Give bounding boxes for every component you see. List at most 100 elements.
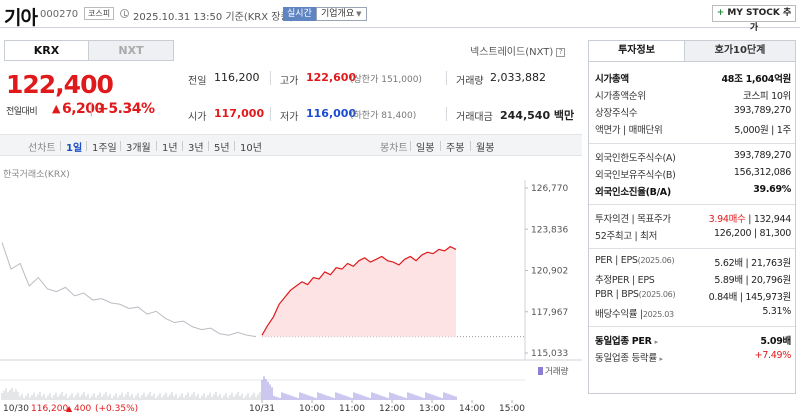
period-10y[interactable]: 10년 — [240, 143, 262, 154]
tab-invest-info[interactable]: 투자정보 — [589, 41, 684, 61]
price-change-percent: | +5.34% — [89, 101, 155, 117]
par-label: 액면가 | 매매단위 — [595, 125, 663, 136]
dividend-label: 배당수익률 | — [595, 309, 643, 320]
pbr-label: PBR | BPS — [595, 289, 639, 300]
candle-monthly[interactable]: 월봉 — [476, 143, 495, 154]
x-tick-label: 15:00 — [499, 404, 525, 414]
change-pct-value: +5.34% — [97, 101, 155, 117]
est-per-row: 추정PER | EPS 5.89배 | 20,796원 — [595, 272, 791, 286]
today-area — [262, 246, 456, 337]
mcap-row: 시가총액 48조 1,604억원 — [595, 71, 791, 85]
candle-weekly[interactable]: 주봉 — [446, 143, 465, 154]
per-label: PER | EPS — [595, 255, 638, 266]
par-value: 5,000원 | 1주 — [734, 125, 791, 136]
w52-row: 52주최고 | 최저 126,200 | 81,300 — [595, 228, 791, 242]
candle-daily[interactable]: 일봉 — [416, 143, 435, 154]
mcap-rank-label: 시가총액순위 — [595, 91, 646, 102]
foreign-hold-value: 156,312,086 — [733, 167, 791, 178]
pbr-date: (2025.06) — [638, 290, 676, 299]
add-my-stock-button[interactable]: + MY STOCK 추가 — [712, 5, 796, 33]
stock-header: 기아 000270 코스피 2025.10.31 13:50 기준(KRX 장중… — [0, 0, 800, 33]
industry-rate-row[interactable]: 동일업종 등락률 ▸ +7.49% — [595, 350, 791, 364]
w52-label: 52주최고 | 최저 — [595, 231, 658, 242]
foreign-limit-row: 외국인한도주식수(A) 393,789,270 — [595, 150, 791, 164]
pbr-label-wrap: PBR | BPS(2025.06) — [595, 289, 676, 300]
up-triangle-icon: ▲ — [52, 102, 61, 115]
period-3y[interactable]: 3년 — [188, 143, 204, 154]
divider — [234, 141, 235, 151]
period-1d[interactable]: 1일 — [66, 143, 83, 154]
dividend-date: 2025.03 — [642, 310, 674, 319]
company-overview-button[interactable]: 기업개요 ▼ — [316, 7, 367, 21]
mcap-value: 48조 1,604억원 — [721, 74, 792, 85]
period-1w[interactable]: 1주일 — [92, 143, 117, 154]
opinion-label: 투자의견 | 목표주가 — [595, 214, 671, 225]
high-label: 고가 — [280, 76, 299, 87]
est-per-value: 5.89배 | 20,796원 — [714, 275, 791, 286]
x-tick-label: 12:00 — [379, 404, 405, 414]
period-selector: 선차트 1일 1주일 3개월 1년 3년 5년 10년 봉차트 일봉 주봉 월봉 — [0, 134, 582, 156]
previous-day-line — [1, 242, 257, 338]
foreign-ratio-label: 외국인소진율(B/A) — [595, 187, 671, 198]
est-per-label: 추정PER | EPS — [595, 275, 655, 286]
triangle-right-icon: ▸ — [654, 338, 659, 346]
price-chart[interactable]: 126,770 123,836 120,902 117,967 115,033 거래량 10… — [0, 160, 582, 419]
foreign-ratio-row: 외국인소진율(B/A) 39.69% — [595, 184, 791, 198]
exchange-tabs: KRX NXT — [4, 40, 174, 61]
industry-rate-label-wrap: 동일업종 등락률 ▸ — [595, 350, 663, 364]
x-tick-label: 13:00 — [419, 404, 445, 414]
pbr-value: 0.84배 | 145,973원 — [708, 292, 792, 303]
current-price: 122,400 — [6, 70, 114, 99]
foreign-limit-label: 외국인한도주식수(A) — [595, 153, 676, 164]
shares-value: 393,789,270 — [733, 105, 791, 116]
divider — [208, 141, 209, 151]
volume-label: 거래량 — [456, 76, 484, 87]
divider — [410, 141, 411, 151]
stock-code: 000270 — [40, 9, 79, 20]
period-1y[interactable]: 1년 — [162, 143, 178, 154]
today-line — [261, 245, 457, 336]
open-value: 117,000 — [214, 107, 265, 120]
divider — [60, 141, 61, 151]
divider — [446, 71, 447, 85]
per-label-wrap: PER | EPS(2025.06) — [595, 255, 675, 266]
candle-chart-label: 봉차트 — [380, 143, 408, 154]
tab-krx[interactable]: KRX — [5, 41, 88, 60]
invest-tabs: 투자정보 호가10단계 — [588, 40, 796, 62]
x-tick-label: 11:00 — [339, 404, 365, 414]
period-5y[interactable]: 5년 — [214, 143, 230, 154]
help-icon[interactable]: ? — [556, 48, 566, 57]
x-tick-label: 10/31 — [249, 404, 275, 414]
previous-day-price: 116,200 — [31, 404, 68, 414]
change-label: 전일대비 — [6, 107, 38, 117]
y-tick-label: 115,033 — [531, 349, 568, 359]
mcap-label: 시가총액 — [595, 74, 629, 85]
y-tick-label: 126,770 — [531, 184, 568, 194]
upper-limit: (상한가 151,000) — [350, 75, 422, 85]
industry-rate-label: 동일업종 등락률 — [595, 353, 657, 364]
volume-legend-swatch — [538, 367, 543, 375]
divider — [589, 143, 795, 144]
clock-icon — [120, 9, 129, 18]
per-row: PER | EPS(2025.06) 5.62배 | 21,763원 — [595, 255, 791, 269]
volume-value: 2,033,882 — [490, 71, 546, 84]
amount-value: 244,540 백만 — [500, 109, 575, 122]
quote-datetime: 2025.10.31 13:50 기준(KRX 장중) — [133, 12, 294, 23]
industry-per-label: 동일업종 PER — [595, 336, 652, 347]
prev-close-label: 전일 — [188, 76, 207, 87]
divider — [589, 204, 795, 205]
opinion-value: 3.94매수 | 132,944 — [708, 214, 792, 225]
industry-per-value: 5.09배 — [760, 336, 791, 347]
tab-nxt[interactable]: NXT — [88, 41, 173, 60]
period-3m[interactable]: 3개월 — [126, 143, 151, 154]
stock-name: 기아 — [4, 7, 38, 29]
mcap-rank-value: 코스피 10위 — [743, 91, 791, 102]
caret-down-icon: ▼ — [356, 10, 362, 18]
tab-order-book[interactable]: 호가10단계 — [684, 41, 795, 61]
foreign-limit-value: 393,789,270 — [733, 150, 791, 161]
industry-per-row[interactable]: 동일업종 PER ▸ 5.09배 — [595, 333, 791, 347]
x-tick-label: 10:00 — [299, 404, 325, 414]
y-tick-label: 117,967 — [531, 308, 568, 318]
up-triangle-icon: ▲ — [66, 404, 73, 413]
foreign-hold-row: 외국인보유주식수(B) 156,312,086 — [595, 167, 791, 181]
